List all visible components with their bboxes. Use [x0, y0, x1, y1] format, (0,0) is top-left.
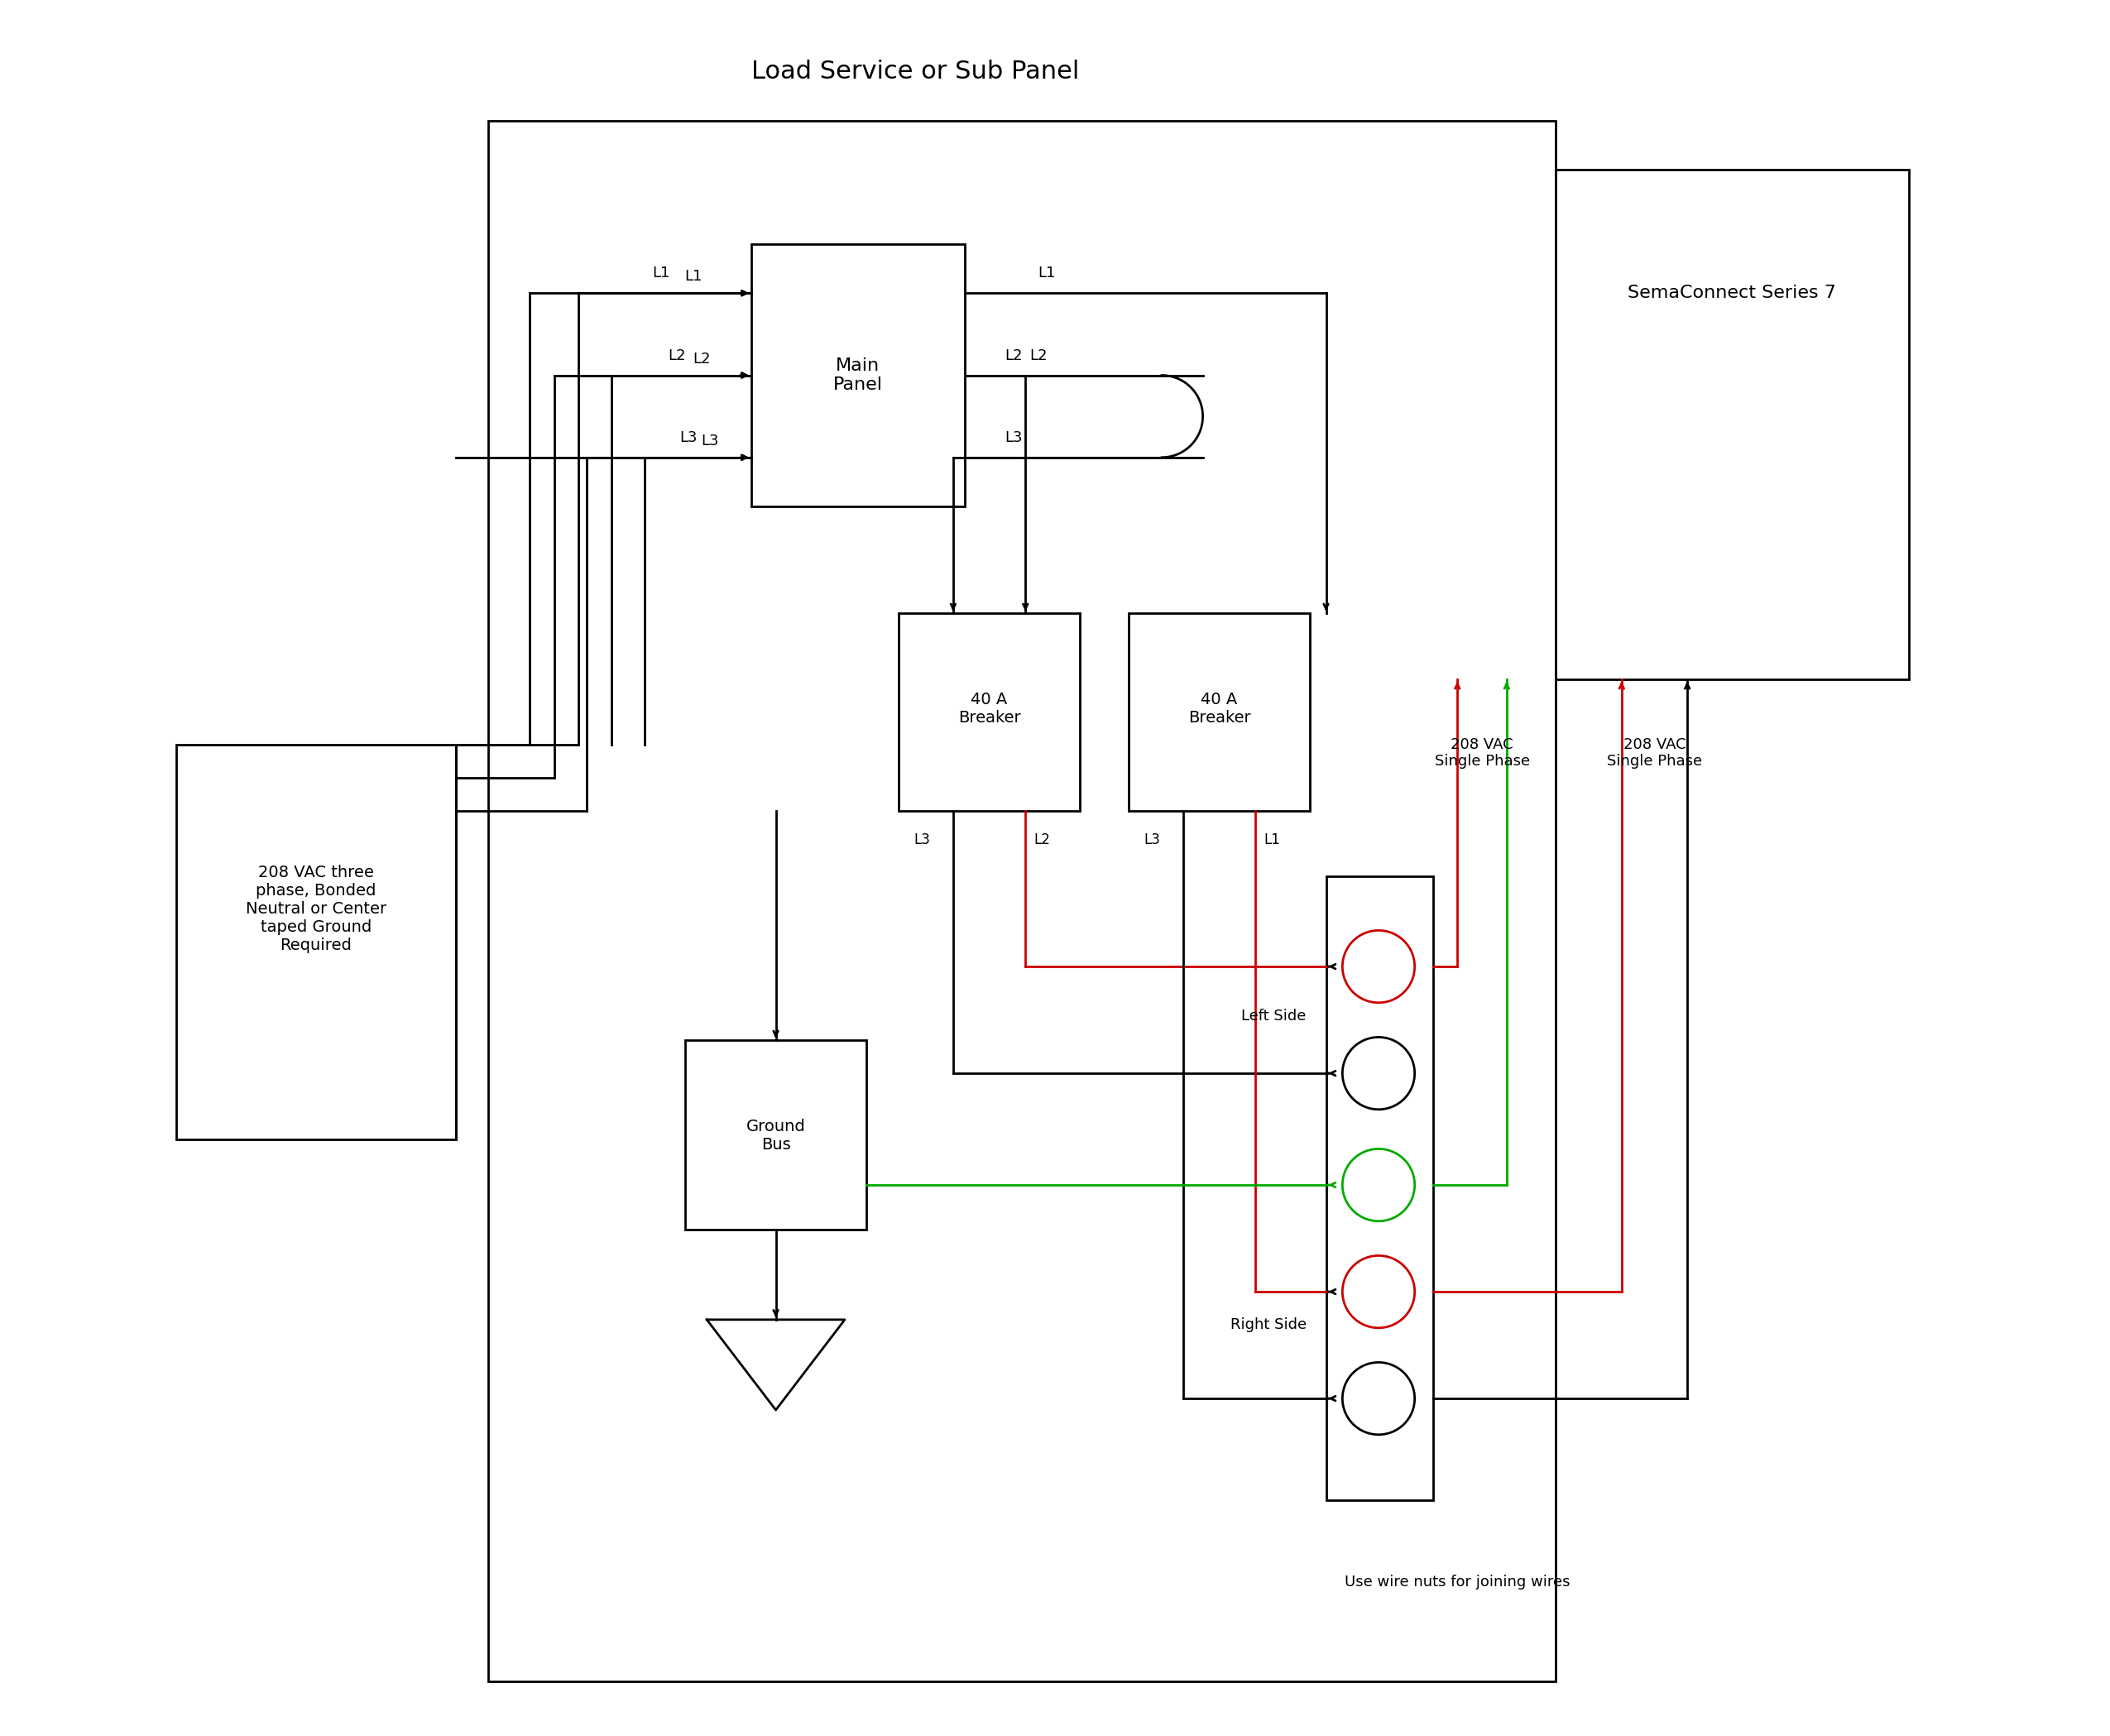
- Text: SemaConnect Series 7: SemaConnect Series 7: [1627, 285, 1836, 302]
- Circle shape: [1342, 930, 1414, 1003]
- Circle shape: [1342, 1036, 1414, 1109]
- Bar: [686, 1040, 865, 1229]
- Text: L2: L2: [692, 351, 711, 366]
- Bar: [1325, 877, 1433, 1500]
- Text: Ground
Bus: Ground Bus: [747, 1118, 806, 1153]
- Text: 208 VAC
Single Phase: 208 VAC Single Phase: [1608, 738, 1703, 769]
- Bar: [487, 122, 1555, 1680]
- Text: L3: L3: [679, 431, 698, 444]
- Text: 208 VAC
Single Phase: 208 VAC Single Phase: [1435, 738, 1530, 769]
- Bar: [899, 613, 1080, 811]
- Text: Main
Panel: Main Panel: [833, 358, 882, 392]
- Text: L3: L3: [701, 434, 720, 448]
- Text: L2: L2: [1034, 833, 1051, 847]
- Text: 208 VAC three
phase, Bonded
Neutral or Center
taped Ground
Required: 208 VAC three phase, Bonded Neutral or C…: [245, 865, 386, 953]
- Text: L2: L2: [1030, 349, 1047, 363]
- Bar: [1129, 613, 1310, 811]
- Text: 40 A
Breaker: 40 A Breaker: [1188, 691, 1251, 726]
- Text: Left Side: Left Side: [1241, 1009, 1306, 1023]
- Text: L3: L3: [1144, 833, 1160, 847]
- Text: L2: L2: [1004, 349, 1023, 363]
- Text: L1: L1: [1264, 833, 1281, 847]
- Circle shape: [1342, 1255, 1414, 1328]
- Text: Load Service or Sub Panel: Load Service or Sub Panel: [751, 59, 1080, 83]
- Text: L1: L1: [652, 266, 669, 281]
- Text: L1: L1: [686, 269, 703, 285]
- Text: L2: L2: [669, 349, 686, 363]
- Text: Right Side: Right Side: [1230, 1318, 1306, 1332]
- Text: Use wire nuts for joining wires: Use wire nuts for joining wires: [1344, 1575, 1570, 1590]
- Circle shape: [1342, 1149, 1414, 1220]
- Text: L3: L3: [1004, 431, 1023, 444]
- Text: 40 A
Breaker: 40 A Breaker: [958, 691, 1021, 726]
- Bar: [177, 745, 456, 1139]
- Bar: [1555, 170, 1910, 679]
- Circle shape: [1342, 1363, 1414, 1434]
- Bar: [751, 243, 964, 507]
- Text: L1: L1: [1038, 266, 1055, 281]
- Text: L3: L3: [914, 833, 931, 847]
